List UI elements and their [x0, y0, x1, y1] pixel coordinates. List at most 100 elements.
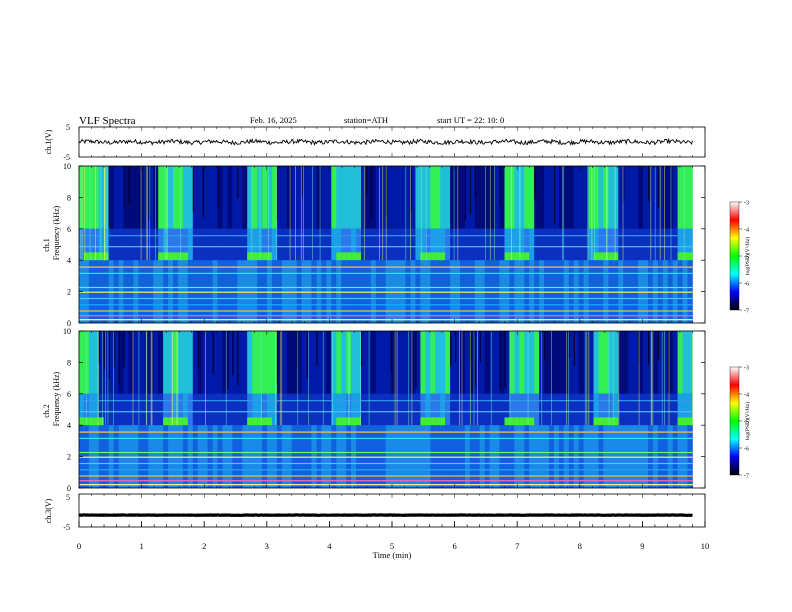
spec-cell-mid — [558, 393, 565, 426]
spec-spike — [638, 331, 640, 426]
spec-dark-streak — [667, 331, 669, 393]
spec-4khz-block — [514, 252, 520, 265]
spec-spike — [683, 166, 685, 261]
spec-cell-mid — [648, 393, 654, 426]
spec-cell-mid — [667, 228, 673, 261]
spec-cell-upper — [380, 166, 387, 229]
spec-cell-upper — [524, 331, 530, 394]
spec-cell-mid — [187, 228, 194, 261]
spec-cell-mid — [232, 393, 238, 426]
spec-cell-upper — [133, 166, 139, 229]
spec-4khz-block — [509, 417, 515, 430]
spec-cell-mid — [628, 393, 634, 426]
spec-cell-upper — [450, 166, 456, 229]
spec-cell-mid — [563, 228, 570, 261]
spec-spike — [457, 166, 459, 261]
spec-cell-upper — [474, 166, 481, 229]
ch1-waveform-panel: 5 -5 ch.1(V) — [44, 123, 706, 162]
spec-cell-upper — [227, 331, 233, 394]
spec-cell-mid — [682, 228, 688, 261]
start-ut-label: start UT = 22: 10: 0 — [437, 115, 504, 125]
spec-narrowband-line — [79, 400, 693, 402]
spec-cell-mid — [395, 393, 401, 426]
spec-cell-upper — [677, 166, 683, 229]
spec-spike — [176, 331, 178, 426]
colorbar-label: log(PSD)(V²/Hz) — [744, 402, 751, 440]
spec-narrowband-line — [79, 484, 693, 486]
spec-cell-upper — [385, 331, 391, 394]
spec-4khz-block — [524, 252, 530, 265]
colorbar-bar — [729, 366, 740, 476]
spec-narrowband-line — [79, 304, 693, 306]
spec-cell-mid — [276, 228, 283, 261]
spec-cell-mid — [187, 393, 194, 426]
spec-spike — [164, 166, 166, 261]
spec-cell-upper — [108, 166, 114, 229]
spec-cell-upper — [163, 166, 169, 229]
spec-cell-upper — [509, 331, 515, 394]
spec-cell-mid — [534, 393, 540, 426]
spec-4khz-block — [163, 252, 169, 265]
spec-cell-mid — [306, 393, 312, 426]
spec-cell-upper — [623, 166, 629, 229]
spec-dark-streak — [361, 331, 363, 366]
spec-cell-mid — [593, 393, 599, 426]
spec-ytick-label: 10 — [63, 327, 71, 336]
colorbar-label: log(PSD)(V²/Hz) — [744, 237, 751, 275]
spec-cell-mid — [128, 393, 134, 426]
spec-cell-upper — [677, 331, 683, 394]
spec-spike — [382, 166, 384, 261]
spec-spike — [411, 331, 413, 426]
spec-cell-upper — [143, 331, 149, 394]
spec-cell-mid — [440, 393, 446, 426]
spec-cell-upper — [509, 166, 515, 229]
spec-4khz-block — [88, 417, 95, 430]
spec-dark-streak — [306, 331, 308, 379]
spec-cell-mid — [197, 393, 203, 426]
spec-cell-mid — [633, 228, 639, 261]
spec-cell-upper — [88, 331, 95, 394]
spec-dark-streak — [623, 166, 625, 203]
spec-dark-streak — [648, 166, 650, 201]
spec-4khz-block — [356, 252, 362, 265]
spec-cell-mid — [568, 228, 575, 261]
spec-cell-mid — [366, 228, 372, 261]
spec-spike — [591, 166, 593, 261]
colorbar-tick-label: -4 — [744, 228, 749, 234]
spec-cell-mid — [267, 228, 273, 261]
spec-cell-mid — [514, 393, 520, 426]
spec-cell-mid — [534, 228, 540, 261]
spec-cell-upper — [242, 166, 248, 229]
spec-cell-upper — [568, 166, 575, 229]
colorbar-tick-label: -7 — [744, 309, 749, 315]
date-label: Feb. 16, 2025 — [250, 115, 297, 125]
spec-cell-upper — [370, 331, 377, 394]
spec-cell-mid — [182, 393, 189, 426]
spec-cell-upper — [321, 331, 327, 394]
spec-cell-mid — [583, 228, 589, 261]
spec-cell-mid — [415, 393, 421, 426]
spec-cell-mid — [529, 228, 535, 261]
spec-4khz-block — [177, 417, 184, 430]
spec-cell-upper — [633, 166, 639, 229]
spec-cell-upper — [356, 331, 362, 394]
spec-spike — [302, 166, 304, 261]
spec-ytick-label: 8 — [67, 358, 71, 367]
spec-cell-upper — [158, 331, 164, 394]
spec-narrowband-line — [79, 462, 693, 465]
spec-cell-mid — [93, 228, 100, 261]
spec-cell-mid — [247, 228, 253, 261]
spec-narrowband-line — [79, 310, 693, 312]
spec-cell-upper — [568, 331, 575, 394]
spec-spike — [106, 166, 108, 261]
spec-cell-upper — [578, 331, 584, 394]
spec-spike — [104, 166, 105, 261]
spec-cell-upper — [494, 166, 500, 229]
spec-cell-upper — [638, 166, 644, 229]
spec-cell-upper — [400, 331, 406, 394]
spec-cell-upper — [93, 166, 100, 229]
spec-4khz-block — [613, 417, 619, 430]
spec-dark-streak — [648, 331, 650, 365]
spec-spike — [405, 166, 407, 261]
spec-4khz-block — [529, 417, 535, 430]
